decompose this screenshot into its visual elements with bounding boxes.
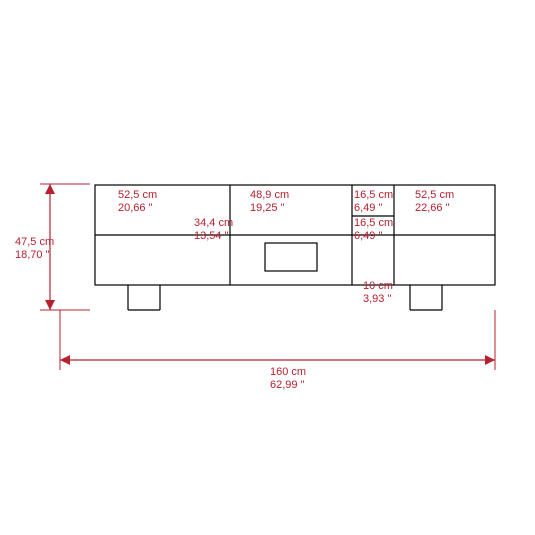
dim-leg_height-cm: 10 cm: [363, 280, 393, 292]
dim-height_sub-cm: 34,4 cm: [194, 217, 233, 229]
dim-mid_right_lower-in: 6,49 ": [354, 230, 382, 242]
dim-leg_height-in: 3,93 ": [363, 293, 391, 305]
dim-mid_left-cm: 48,9 cm: [250, 189, 289, 201]
dim-right_compartment-cm: 52,5 cm: [415, 189, 454, 201]
dim-mid_right_lower-cm: 16,5 cm: [354, 217, 393, 229]
dim-height_sub-in: 13,54 ": [194, 230, 229, 242]
dim-right_compartment-in: 22,66 ": [415, 202, 450, 214]
dim-overall_width-in: 62,99 ": [270, 379, 305, 391]
dimension-diagram: 47,5 cm18,70 "160 cm62,99 "52,5 cm20,66 …: [0, 0, 535, 535]
dim-mid_right_upper-cm: 16,5 cm: [354, 189, 393, 201]
dim-left_compartment-in: 20,66 ": [118, 202, 153, 214]
dim-overall_width-cm: 160 cm: [270, 366, 306, 378]
dim-overall_height-in: 18,70 ": [15, 249, 50, 261]
dim-left_compartment-cm: 52,5 cm: [118, 189, 157, 201]
dim-mid_left-in: 19,25 ": [250, 202, 285, 214]
dim-overall_height-cm: 47,5 cm: [15, 236, 54, 248]
dim-mid_right_upper-in: 6,49 ": [354, 202, 382, 214]
